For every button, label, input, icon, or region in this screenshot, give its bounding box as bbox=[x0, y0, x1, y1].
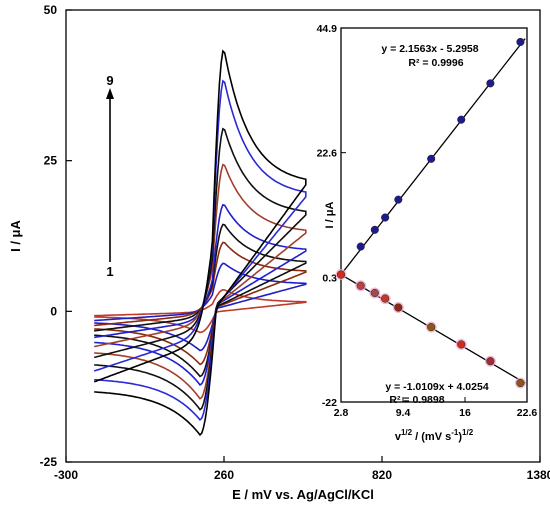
inset-x-tick-label: 22.6 bbox=[517, 407, 538, 419]
voltammogram-8 bbox=[93, 79, 307, 421]
inset-y-tick-label: 22.6 bbox=[317, 148, 338, 160]
main-y-tick-label: -25 bbox=[40, 455, 58, 469]
main-plot-frame bbox=[65, 9, 541, 463]
main-y-tick-label: 50 bbox=[44, 3, 58, 17]
voltammogram-5 bbox=[94, 203, 307, 386]
inset-x-tick-label: 16 bbox=[459, 407, 471, 419]
cathodic-point bbox=[336, 270, 346, 279]
arrow-head-icon bbox=[106, 88, 114, 99]
anodic-point bbox=[486, 79, 495, 88]
cathodic-point bbox=[427, 323, 436, 332]
inset-y-tick-label: -22 bbox=[322, 397, 337, 409]
cathodic-point bbox=[356, 281, 365, 290]
anodic-point bbox=[457, 115, 466, 124]
voltammogram-3 bbox=[94, 241, 307, 366]
anodic-fit-r2: R² = 0.9996 bbox=[408, 57, 463, 69]
main-x-tick-label: 260 bbox=[214, 468, 234, 482]
main-y-axis-label: I / μA bbox=[8, 219, 23, 251]
anodic-fit-equation: y = 2.1563x - 5.2958 bbox=[381, 43, 478, 55]
inset-x-tick-label: 9.4 bbox=[396, 407, 411, 419]
voltammogram-curves bbox=[93, 49, 307, 437]
annotation-bottom: 1 bbox=[106, 264, 113, 279]
inset-y-tick-label: 0.3 bbox=[322, 272, 337, 284]
anodic-point bbox=[356, 242, 365, 251]
main-x-axis-label: E / mV vs. Ag/AgCl/KCl bbox=[232, 487, 374, 502]
inset-y-axis-label: I / μA bbox=[324, 201, 336, 228]
cathodic-point bbox=[516, 378, 525, 388]
main-x-tick-label: 1380 bbox=[527, 468, 550, 482]
main-y-tick-label: 25 bbox=[44, 154, 58, 168]
inset-axis-layer: 2.8 9.4 16 22.6 -22 0.3 22.6 44.9 bbox=[317, 23, 538, 419]
main-axis-layer: -300 260 820 1380 -25 0 25 50 bbox=[40, 3, 550, 482]
cathodic-point bbox=[457, 340, 466, 349]
anodic-point bbox=[394, 195, 403, 204]
cathodic-point bbox=[381, 294, 390, 303]
cathodic-point bbox=[370, 288, 379, 298]
annotation-top: 9 bbox=[106, 73, 113, 88]
voltammogram-7 bbox=[94, 127, 307, 411]
main-x-tick-label: -300 bbox=[54, 468, 78, 482]
anodic-point bbox=[381, 213, 390, 222]
main-x-tick-label: 820 bbox=[372, 468, 392, 482]
cathodic-fit-equation: y = -1.0109x + 4.0254 bbox=[385, 381, 488, 393]
inset-regression-plot bbox=[335, 37, 526, 389]
cathodic-point bbox=[486, 357, 495, 366]
cathodic-point bbox=[394, 303, 403, 312]
inset-y-tick-label: 44.9 bbox=[317, 23, 338, 35]
inset-plot-frame bbox=[340, 27, 528, 403]
inset-x-tick-label: 2.8 bbox=[334, 407, 349, 419]
inset-x-axis-label: v1/2 / (mV s-1)1/2 bbox=[395, 428, 474, 443]
cathodic-fit-r2: R² = 0.9898 bbox=[389, 394, 444, 406]
voltammogram-4 bbox=[94, 223, 307, 378]
anodic-point bbox=[427, 154, 436, 163]
anodic-point bbox=[370, 225, 379, 234]
voltammogram-9 bbox=[93, 49, 307, 437]
anodic-point bbox=[516, 37, 525, 47]
main-y-tick-label: 0 bbox=[50, 304, 57, 318]
voltammogram-2 bbox=[94, 262, 307, 352]
voltammogram-6 bbox=[94, 163, 307, 400]
